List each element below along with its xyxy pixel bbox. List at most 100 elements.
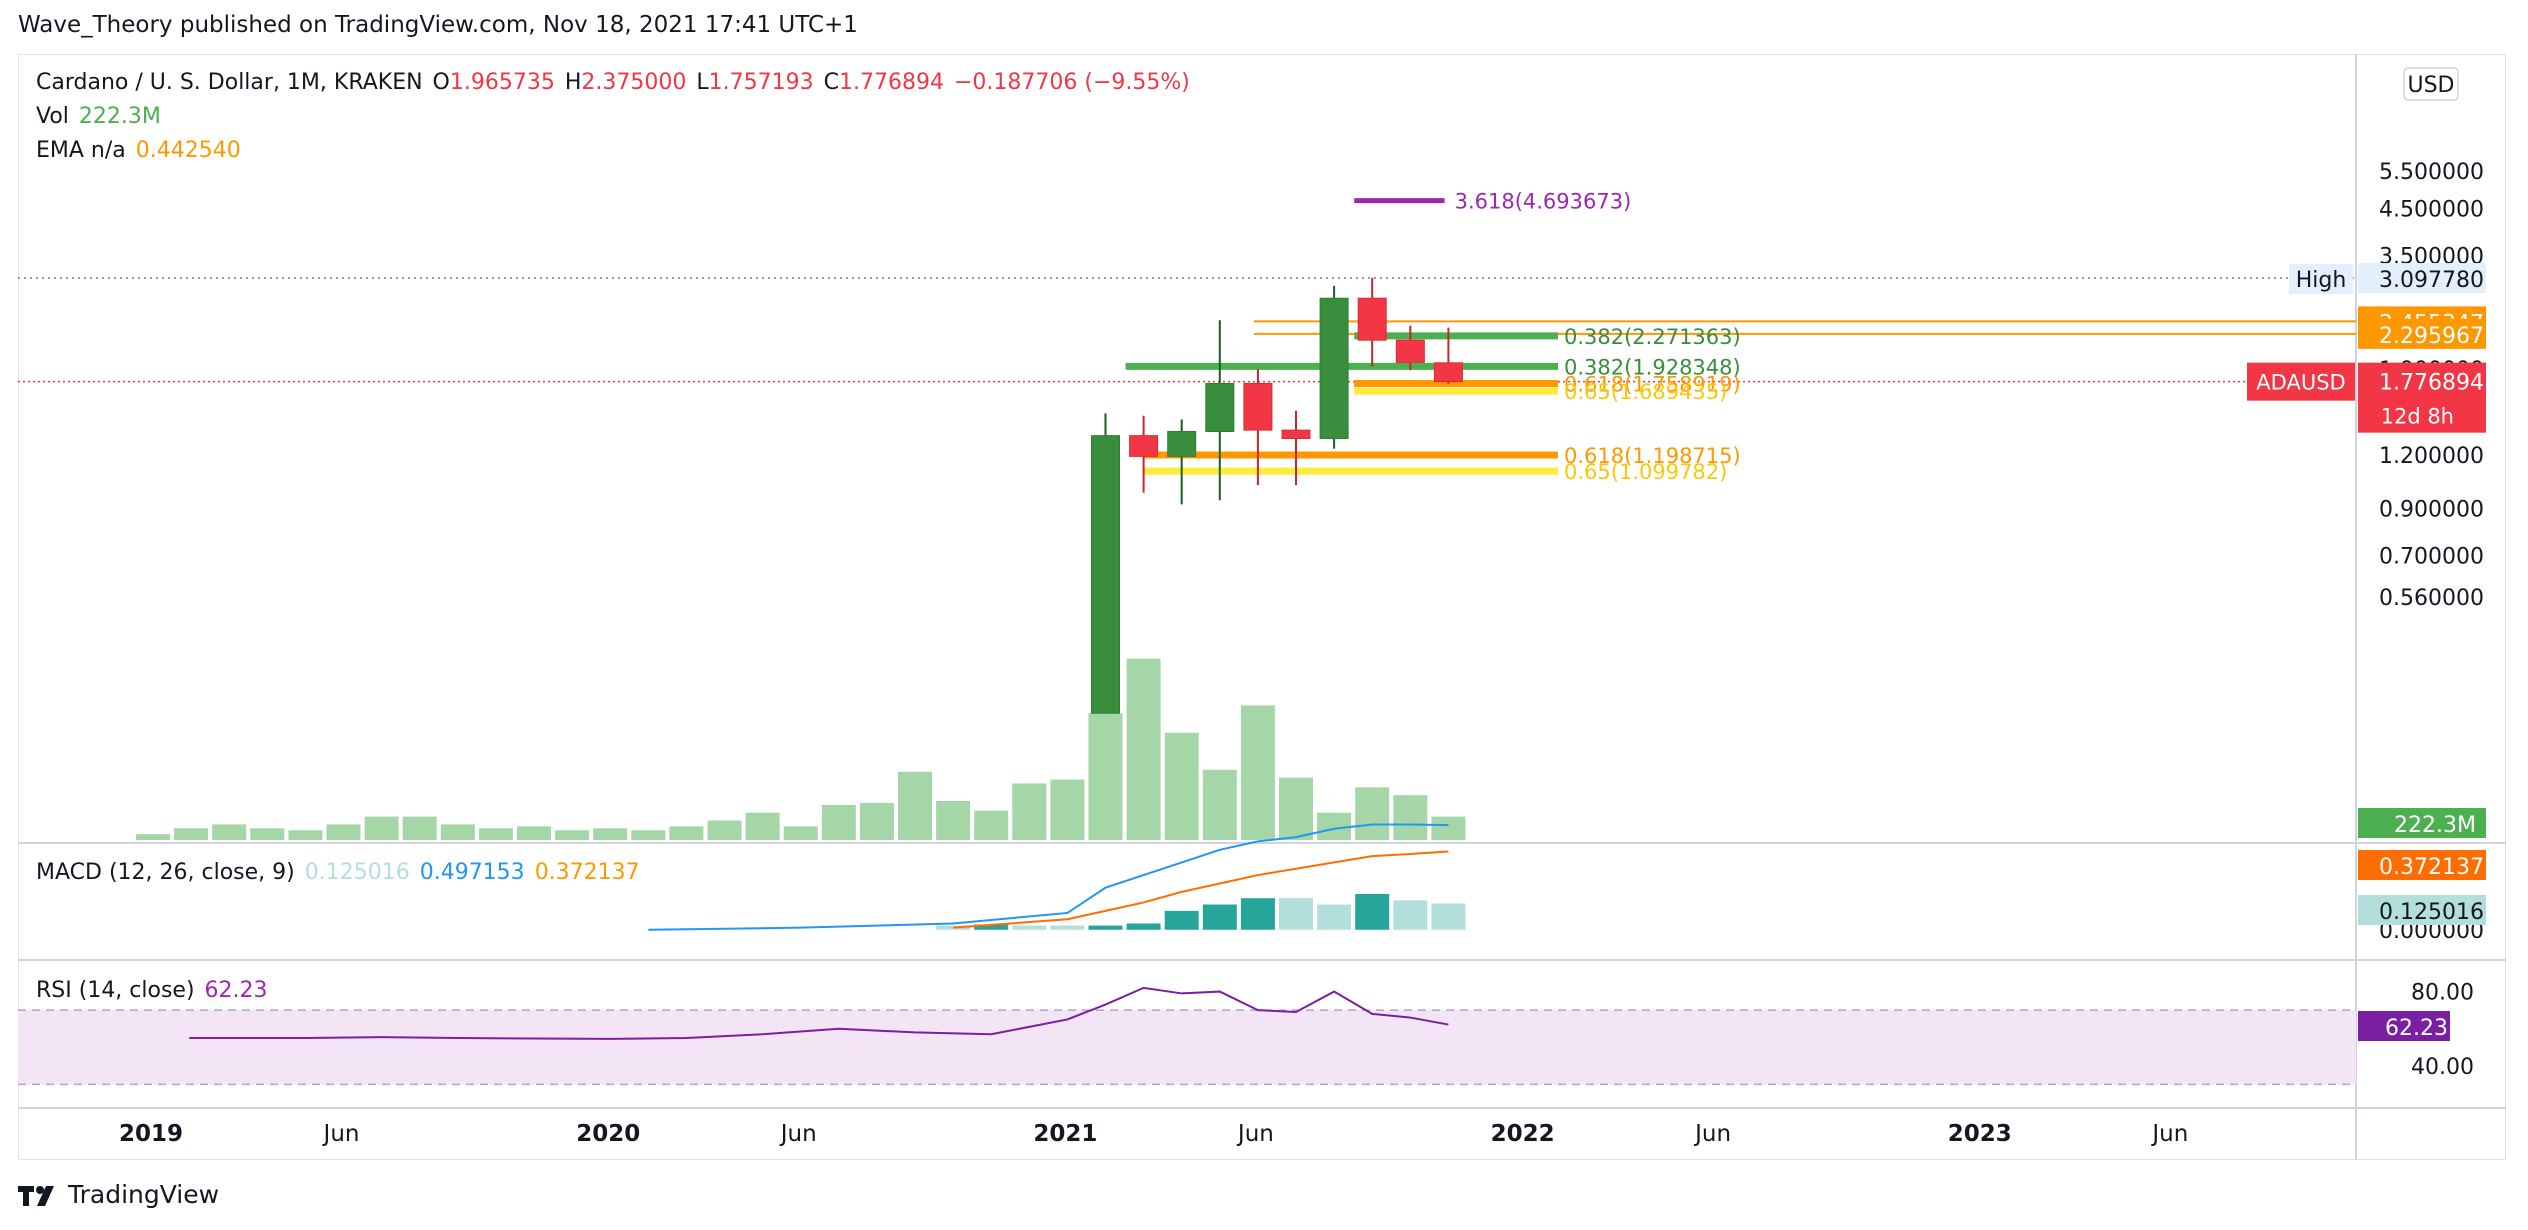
volume-axis-value: 222.3M <box>2394 813 2476 838</box>
time-tick-8: 2023 <box>1948 1121 2012 1147</box>
time-tick-1: Jun <box>322 1121 360 1147</box>
macd-label: MACD (12, 26, close, 9) <box>36 860 295 885</box>
low-label: L <box>696 70 709 95</box>
macd-signal-line <box>953 850 1449 929</box>
volume-bar-19 <box>859 802 894 840</box>
macd-hist-bar-13 <box>1431 903 1466 930</box>
last-price-value: 1.776894 <box>2379 371 2484 396</box>
open-value: 1.965735 <box>449 70 555 95</box>
candle-body-4 <box>1243 382 1273 431</box>
volume-bar-7 <box>402 816 437 840</box>
macd-hist-bar-3 <box>1050 925 1085 930</box>
ema-legend: EMA n/a 0.442540 <box>36 138 251 163</box>
macd-hist-bar-8 <box>1240 898 1275 930</box>
price-tick-8: 0.560000 <box>2379 586 2484 611</box>
macd-hist-bar-11 <box>1355 894 1390 930</box>
rsi-badge <box>2358 1011 2450 1041</box>
volume-bar-31 <box>1317 812 1352 840</box>
candle-body-9 <box>1433 362 1463 383</box>
volume-bar-6 <box>364 816 399 840</box>
macd-hist-badge-value: 0.125016 <box>2379 900 2484 925</box>
time-tick-7: Jun <box>1693 1121 1731 1147</box>
currency-badge-bg <box>2403 67 2459 101</box>
macd-hist-bar-7 <box>1202 904 1237 930</box>
volume-bar-15 <box>707 820 742 840</box>
volume-bar-30 <box>1279 777 1313 840</box>
rsi-legend: RSI (14, close) 62.23 <box>36 978 278 1003</box>
volume-bar-17 <box>783 826 818 840</box>
macd-hist-bar-6 <box>1164 910 1199 930</box>
price-tick-5: 1.200000 <box>2379 444 2484 469</box>
time-tick-0: 2019 <box>119 1121 183 1147</box>
volume-axis-badge <box>2358 808 2486 838</box>
volume-bar-1 <box>174 828 209 840</box>
volume-bar-29 <box>1240 705 1275 840</box>
volume-bar-0 <box>136 834 170 840</box>
volume-value: 222.3M <box>78 104 161 129</box>
open-label: O <box>432 70 450 95</box>
volume-bar-10 <box>517 826 551 840</box>
low-value: 1.757193 <box>708 70 814 95</box>
countdown-value: 12d 8h <box>2381 405 2454 429</box>
hline-axis-value-1: 2.295967 <box>2379 324 2484 349</box>
footer-brand-label: TradingView <box>68 1180 220 1209</box>
volume-bar-9 <box>478 828 513 840</box>
time-tick-3: Jun <box>779 1121 817 1147</box>
symbol-badge-bg <box>2247 362 2355 401</box>
symbol-title: Cardano / U. S. Dollar, 1M, KRAKEN <box>36 70 423 95</box>
high-axis-value: 3.097780 <box>2379 268 2484 293</box>
candle-body-6 <box>1319 297 1349 439</box>
ema-label: EMA n/a <box>36 138 126 163</box>
rsi-tick-1: 40.00 <box>2411 1055 2474 1080</box>
macd-signal-badge <box>2358 850 2486 880</box>
volume-bar-34 <box>1431 816 1466 840</box>
candle-body-0 <box>1091 435 1120 714</box>
fib-level-label-4: 0.65(1.689435) <box>1564 380 1727 404</box>
symbol-badge: ADAUSD <box>2256 371 2345 395</box>
currency-label: USD <box>2407 73 2454 98</box>
volume-bar-14 <box>669 826 704 840</box>
volume-bar-32 <box>1355 787 1390 840</box>
change-value: −0.187706 (−9.55%) <box>954 70 1190 95</box>
chart-frame[interactable] <box>18 54 2506 1160</box>
volume-legend: Vol 222.3M <box>36 104 171 129</box>
fib-level-label-5: 0.618(1.198715) <box>1564 444 1741 468</box>
fib-level-label-1: 0.382(2.271363) <box>1564 325 1741 349</box>
rsi-label: RSI (14, close) <box>36 978 195 1003</box>
time-tick-5: Jun <box>1236 1121 1274 1147</box>
footer-brand[interactable]: TradingView <box>18 1180 219 1209</box>
time-tick-6: 2022 <box>1491 1121 1555 1147</box>
volume-bar-23 <box>1012 783 1047 840</box>
volume-bar-27 <box>1164 732 1199 840</box>
price-tick-0: 5.500000 <box>2379 160 2484 185</box>
volume-bar-33 <box>1393 795 1428 840</box>
macd-signal-value: 0.372137 <box>534 860 640 885</box>
volume-bar-18 <box>821 804 856 840</box>
macd-hist-bar-2 <box>1012 925 1047 930</box>
close-label: C <box>823 70 840 95</box>
rsi-badge-value: 62.23 <box>2385 1016 2448 1041</box>
price-tick-6: 0.900000 <box>2379 497 2484 522</box>
macd-hist-value: 0.125016 <box>304 860 410 885</box>
time-tick-4: 2021 <box>1033 1121 1097 1147</box>
time-tick-9: Jun <box>2150 1121 2188 1147</box>
volume-bar-20 <box>898 771 932 840</box>
symbol-legend: Cardano / U. S. Dollar, 1M, KRAKEN O1.965… <box>36 70 1200 95</box>
high-label: H <box>564 70 582 95</box>
rsi-tick-0: 80.00 <box>2411 981 2474 1006</box>
volume-bar-22 <box>974 810 1009 840</box>
volume-bar-12 <box>593 828 628 840</box>
volume-bar-3 <box>250 828 285 840</box>
fib-level-label-2: 0.382(1.928348) <box>1564 355 1741 379</box>
candle-body-5 <box>1281 429 1311 439</box>
volume-bar-21 <box>936 801 971 840</box>
macd-line <box>648 823 1449 931</box>
candle-body-2 <box>1167 430 1197 457</box>
volume-bar-5 <box>326 824 361 840</box>
last-price-badge-bg <box>2358 362 2486 433</box>
hline-axis-badge-1 <box>2358 318 2486 349</box>
tradingview-logo-icon <box>18 1185 54 1206</box>
price-tick-1: 4.500000 <box>2379 197 2484 222</box>
candle-body-7 <box>1357 297 1387 341</box>
